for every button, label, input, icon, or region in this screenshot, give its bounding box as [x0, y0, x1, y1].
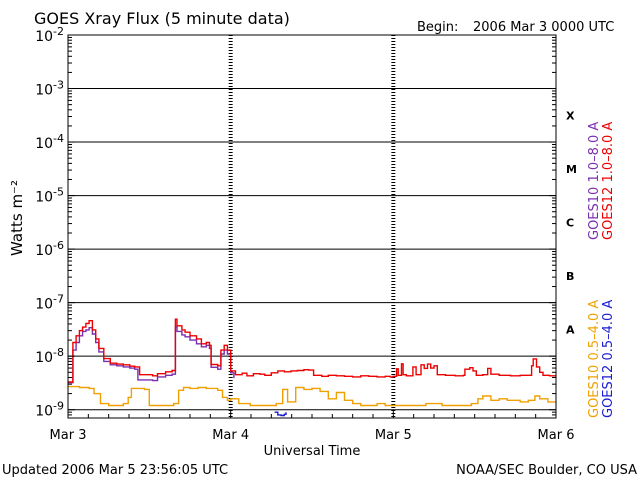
y-axis-ticks: 10-2 10-3 10-4 10-5 10-6 10-7 10-8 10-9: [35, 25, 556, 420]
x-tick-label: Mar 4: [212, 428, 249, 443]
day-dividers: [228, 35, 396, 418]
credit-text: NOAA/SEC Boulder, CO USA: [456, 463, 637, 478]
flare-class-b: B: [566, 270, 574, 283]
y-tick-label: 10-6: [35, 239, 64, 259]
y-tick-label: 10-8: [35, 346, 64, 366]
grid: [68, 34, 556, 411]
flare-class-c: C: [566, 216, 574, 229]
plot-frame: [67, 34, 557, 419]
y-tick-label: 10-3: [35, 79, 64, 99]
legend-entry-2: GOES10 0.5–4.0 A: [587, 300, 602, 418]
y-tick-label: 10-9: [35, 400, 64, 420]
flare-class-x: X: [566, 109, 575, 122]
x-axis-ticks: Mar 3 Mar 4 Mar 5 Mar 6: [50, 410, 575, 443]
x-tick-label: Mar 6: [538, 428, 575, 443]
legend-entry-0: GOES10 1.0–8.0 A: [587, 122, 602, 240]
y-tick-label: 10-5: [35, 186, 64, 206]
flare-class-m: M: [566, 163, 577, 176]
legend-entry-3: GOES12 0.5–4.0 A: [601, 300, 616, 418]
x-tick-label: Mar 3: [50, 428, 87, 443]
legend: GOES10 1.0–8.0 A GOES12 1.0–8.0 A GOES10 0…: [587, 122, 616, 418]
x-axis-label: Universal Time: [264, 444, 361, 459]
begin-value: 2006 Mar 3 0000 UTC: [473, 20, 614, 35]
chart-title: GOES Xray Flux (5 minute data): [34, 9, 290, 28]
y-tick-label: 10-2: [35, 25, 64, 45]
flare-class-labels: X M C B A: [566, 109, 577, 336]
series-line-1: [68, 318, 556, 383]
series-line-3: [274, 411, 287, 417]
flare-class-a: A: [566, 323, 575, 336]
updated-timestamp: Updated 2006 Mar 5 23:56:05 UTC: [2, 463, 228, 478]
y-tick-label: 10-4: [35, 132, 64, 152]
x-tick-label: Mar 5: [375, 428, 412, 443]
begin-label: Begin:: [417, 20, 458, 35]
y-axis-label: Watts m⁻²: [8, 180, 26, 256]
series-line-2: [68, 385, 556, 407]
legend-entry-1: GOES12 1.0–8.0 A: [601, 122, 616, 240]
series-group: [68, 318, 556, 417]
y-tick-label: 10-7: [35, 293, 64, 313]
